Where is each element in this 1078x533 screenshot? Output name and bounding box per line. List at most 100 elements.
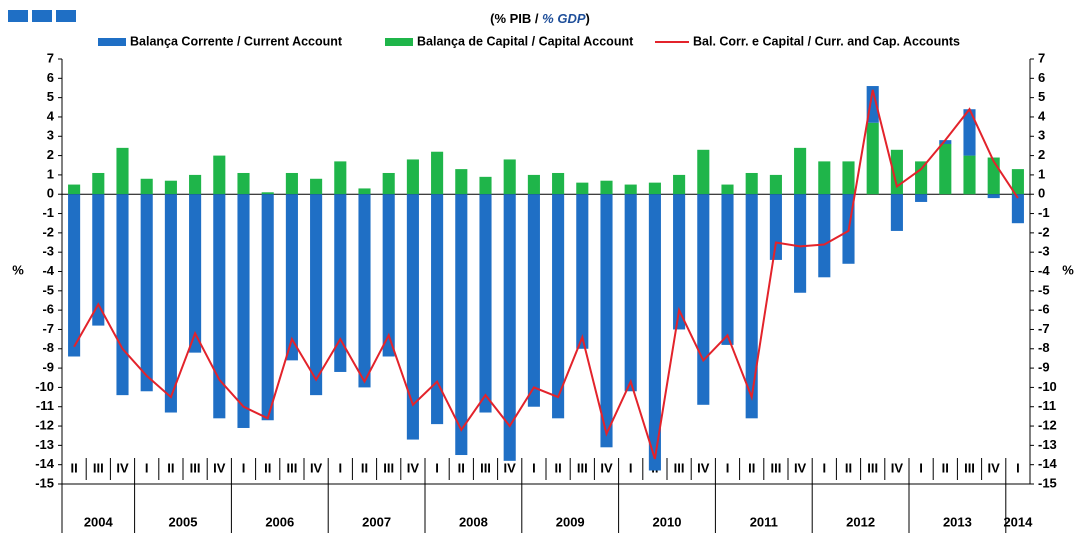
bar (769, 194, 782, 260)
bar (673, 174, 686, 195)
quarter-label: III (93, 460, 104, 475)
bar (116, 194, 129, 396)
bar (818, 194, 831, 278)
bar (406, 159, 419, 195)
quarter-label: II (845, 460, 852, 475)
legend-label: Balança de Capital / Capital Account (417, 34, 634, 48)
quarter-label: III (480, 460, 491, 475)
y-tick-label: -13 (35, 437, 54, 452)
bar (576, 194, 589, 349)
year-label: 2010 (653, 514, 682, 529)
y2-tick-label: -11 (1038, 398, 1056, 413)
year-label: 2012 (846, 514, 875, 529)
quarter-label: I (1016, 460, 1020, 475)
bar (261, 194, 274, 421)
quarter-label: II (70, 460, 77, 475)
quarter-label: III (964, 460, 975, 475)
legend-swatch (385, 38, 413, 46)
quarter-label: III (674, 460, 685, 475)
logo-block (8, 10, 28, 22)
y-tick-label: -4 (42, 263, 54, 278)
quarter-label: I (145, 460, 149, 475)
bar (600, 180, 613, 195)
bar (721, 184, 734, 195)
quarter-label: IV (504, 460, 517, 475)
line (73, 89, 1019, 460)
y-tick-label: -10 (35, 379, 54, 394)
y2-tick-label: -14 (1038, 456, 1058, 471)
bar (189, 174, 202, 195)
year-label: 2014 (1003, 514, 1033, 529)
bar (261, 192, 274, 195)
y-tick-label: -14 (35, 456, 55, 471)
quarter-label: IV (310, 460, 323, 475)
quarter-label: IV (600, 460, 613, 475)
bar (915, 161, 928, 195)
quarter-label: IV (697, 460, 710, 475)
quarter-label: I (242, 460, 246, 475)
y-tick-label: -2 (42, 224, 54, 239)
y-tick-label: -12 (35, 417, 54, 432)
bar (963, 109, 976, 156)
quarter-label: II (458, 460, 465, 475)
bar (431, 151, 444, 195)
quarter-label: I (726, 460, 730, 475)
y2-tick-label: 4 (1038, 108, 1046, 123)
bar (479, 194, 492, 413)
y2-tick-label: -10 (1038, 379, 1057, 394)
y-tick-label: -8 (42, 340, 54, 355)
bar (697, 194, 710, 405)
y2-tick-label: -2 (1038, 224, 1050, 239)
y2-tick-label: -3 (1038, 244, 1050, 259)
y2-tick-label: 3 (1038, 128, 1045, 143)
bar (552, 194, 565, 419)
bar (479, 176, 492, 195)
bar (745, 172, 758, 195)
y2-tick-label: 0 (1038, 186, 1045, 201)
year-label: 2006 (265, 514, 294, 529)
bar (648, 194, 661, 471)
bar (68, 194, 81, 357)
bar (697, 149, 710, 195)
bar (358, 194, 371, 388)
bar (866, 122, 879, 195)
bar (794, 147, 807, 195)
bar (382, 194, 395, 357)
bar (213, 194, 226, 419)
bar (527, 194, 540, 407)
y-tick-label: 7 (47, 50, 54, 65)
bar (455, 194, 468, 456)
y2-tick-label: 6 (1038, 70, 1045, 85)
y2-tick-label: -1 (1038, 205, 1050, 220)
subtitle: (% PIB / % GDP) (490, 11, 590, 26)
y-tick-label: -1 (42, 205, 54, 220)
y-tick-label: 0 (47, 186, 54, 201)
bar (818, 161, 831, 195)
quarter-label: III (190, 460, 201, 475)
subtitle-part: % GDP (542, 11, 586, 26)
y-tick-label: 4 (47, 108, 55, 123)
bar (406, 194, 419, 440)
y2-tick-label: -7 (1038, 321, 1050, 336)
bar (721, 194, 734, 345)
bar (503, 194, 516, 461)
year-label: 2013 (943, 514, 972, 529)
year-label: 2008 (459, 514, 488, 529)
y2-tick-label: -8 (1038, 340, 1050, 355)
y2-tick-label: 2 (1038, 147, 1045, 162)
bar (1011, 194, 1024, 224)
bar (92, 194, 105, 326)
y2-tick-label: 7 (1038, 50, 1045, 65)
bar (576, 182, 589, 195)
y2-tick-label: -9 (1038, 360, 1050, 375)
quarter-label: IV (213, 460, 226, 475)
bar (963, 155, 976, 195)
bar (68, 184, 81, 195)
bar (164, 180, 177, 195)
quarter-label: I (629, 460, 633, 475)
y2-tick-label: -6 (1038, 302, 1050, 317)
bar (285, 172, 298, 195)
quarter-label: IV (407, 460, 420, 475)
bar (455, 169, 468, 195)
